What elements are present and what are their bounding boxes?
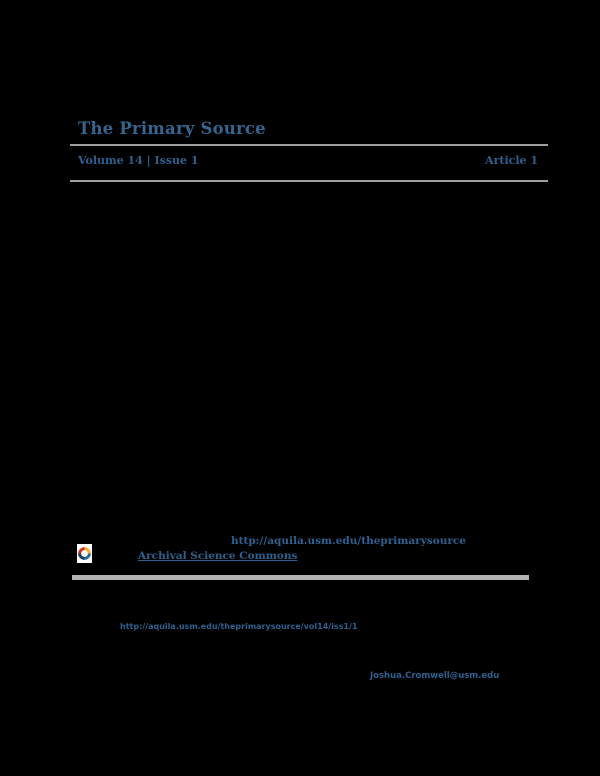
- citation-url-link[interactable]: http://aquila.usm.edu/theprimarysource/v…: [120, 622, 358, 631]
- journal-url-link[interactable]: http://aquila.usm.edu/theprimarysource: [231, 535, 466, 547]
- digital-commons-network-icon[interactable]: [77, 544, 92, 563]
- article-number-label: Article 1: [485, 154, 538, 167]
- header-divider-bottom: [70, 180, 548, 182]
- archival-science-commons-link[interactable]: Archival Science Commons: [138, 550, 298, 562]
- volume-row: Volume 14 | Issue 1 Article 1: [78, 154, 538, 167]
- volume-issue-label: Volume 14 | Issue 1: [78, 154, 199, 167]
- contact-email-link[interactable]: Joshua.Cromwell@usm.edu: [370, 671, 500, 681]
- header-divider-top: [70, 144, 548, 146]
- journal-title: The Primary Source: [78, 119, 266, 138]
- section-divider-bar: [72, 575, 529, 580]
